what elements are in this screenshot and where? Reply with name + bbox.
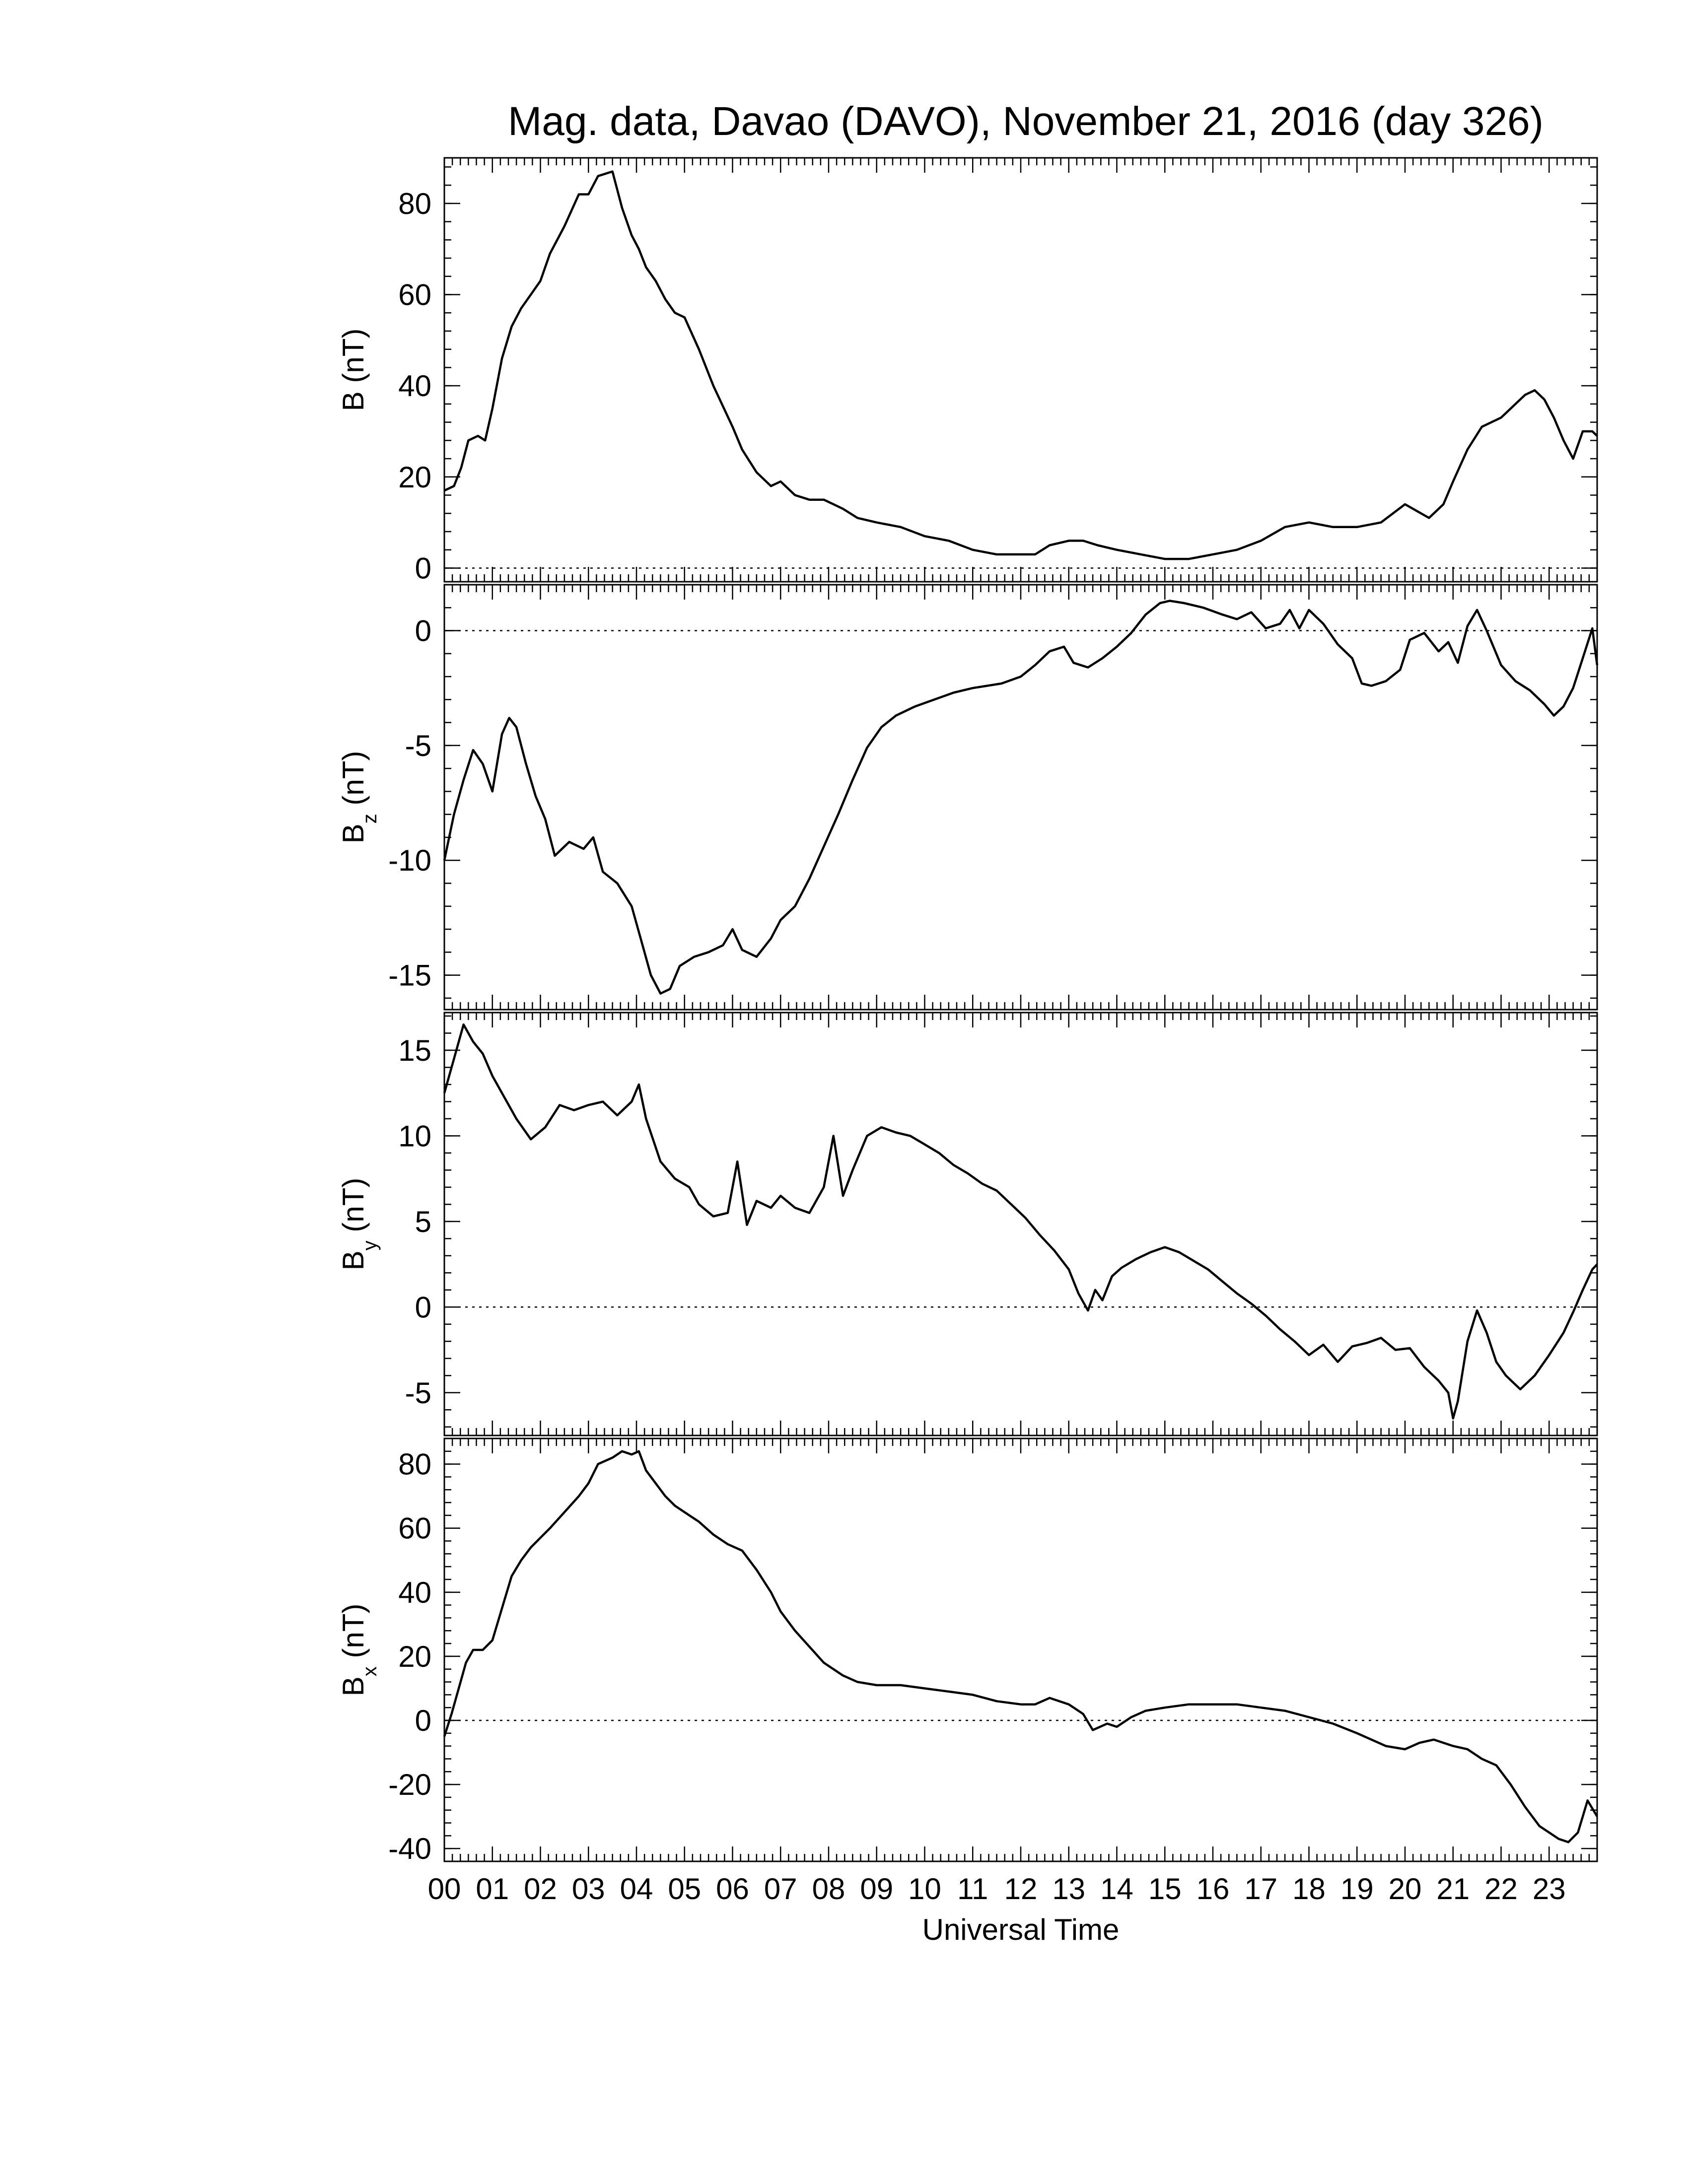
x-tick-label: 00 [428,1872,461,1906]
x-tick-label: 20 [1389,1872,1422,1906]
series-line-1-0 [443,600,1599,995]
y-tick-label: 80 [398,1448,431,1481]
y-tick-label: 5 [415,1205,431,1238]
y-axis-label-subscript: z [359,814,381,823]
y-axis-label-main: B [337,1250,370,1270]
y-tick-label: 0 [415,1291,431,1324]
y-tick-label: 0 [415,1704,431,1737]
series-line-2-0 [443,1023,1598,1420]
series-line-0-0 [444,170,1598,560]
x-tick-label: 22 [1484,1872,1518,1906]
x-tick-label: 16 [1196,1872,1230,1906]
y-tick-label: -15 [388,959,431,992]
x-tick-label: 12 [1004,1872,1038,1906]
x-tick-label: 04 [620,1872,653,1906]
x-tick-label: 14 [1100,1872,1133,1906]
x-tick-label: 03 [572,1872,605,1906]
y-tick-label: 20 [398,461,431,494]
y-tick-label: 40 [398,369,431,403]
x-tick-label: 19 [1340,1872,1374,1906]
panel-1: 0 -5 -10 -15 Bz (nT) [337,584,1599,1011]
panel-frame [443,157,1598,583]
panel-frame [443,584,1598,1011]
x-tick-label: 02 [524,1872,557,1906]
x-tick-label: 06 [716,1872,749,1906]
x-tick-label: 15 [1148,1872,1182,1906]
y-tick-label: 20 [398,1640,431,1673]
y-tick-label: -5 [405,1376,431,1410]
series-line-3-0 [443,1450,1598,1843]
y-axis-label-unit: (nT) [337,1604,370,1667]
y-axis-label: Bx (nT) [337,1604,381,1697]
panel-2: 15 10 5 0 -5 By (nT) [337,1012,1598,1436]
y-axis-label-unit: (nT) [337,329,370,392]
x-tick-label: 10 [908,1872,941,1906]
x-tick-label: 18 [1292,1872,1326,1906]
chart-title: Mag. data, Davao (DAVO), November 21, 20… [508,99,1544,144]
y-axis-label-unit: (nT) [337,751,370,814]
x-tick-label: 21 [1436,1872,1470,1906]
x-tick-label: 11 [957,1872,988,1906]
y-axis-label-subscript: y [359,1240,381,1250]
y-tick-label: 60 [398,278,431,311]
y-tick-label: 40 [398,1576,431,1609]
y-axis-label: By (nT) [337,1178,381,1271]
y-axis-label-main: B [337,823,370,843]
y-tick-label: -10 [388,844,431,877]
y-tick-label: -20 [388,1768,431,1801]
x-tick-label: 07 [764,1872,797,1906]
y-axis-label-unit: (nT) [337,1178,370,1241]
y-tick-label: 0 [415,551,431,585]
y-tick-label: -5 [405,729,431,762]
y-axis-label: Bz (nT) [337,751,381,844]
y-axis-label: B (nT) [337,329,370,411]
y-tick-label: -40 [388,1832,431,1865]
y-tick-label: 10 [398,1119,431,1153]
x-axis-title: Universal Time [922,1913,1120,1946]
x-tick-label: 01 [476,1872,509,1906]
y-axis-label-main: B [337,391,370,411]
y-axis-label-main: B [337,1676,370,1696]
y-tick-label: 15 [398,1034,431,1067]
y-tick-label: 80 [398,187,431,220]
x-tick-label: 09 [860,1872,893,1906]
panel-frame [443,1437,1598,1862]
y-axis-label-subscript: x [359,1666,381,1676]
x-tick-label: 17 [1244,1872,1277,1906]
panel-frame [443,1012,1598,1436]
chart-panels: 0 20 40 60 80 B (nT) 0 -5 -10 -15 Bz (nT) 15 10 5 0 -5 B… [337,157,1599,1865]
x-tick-label: 13 [1052,1872,1085,1906]
panel-3: 80 60 40 20 0 -20 -40 Bx (nT) [337,1437,1598,1865]
y-tick-label: 0 [415,614,431,648]
x-tick-label: 23 [1533,1872,1566,1906]
y-tick-label: 60 [398,1512,431,1545]
panel-0: 0 20 40 60 80 B (nT) [337,157,1598,585]
x-tick-label: 05 [668,1872,701,1906]
x-tick-label: 08 [812,1872,845,1906]
x-axis: 00 01 02 03 04 05 06 07 08 09 10 11 12 13 14 15 16 17 18 19… [428,1872,1566,1906]
